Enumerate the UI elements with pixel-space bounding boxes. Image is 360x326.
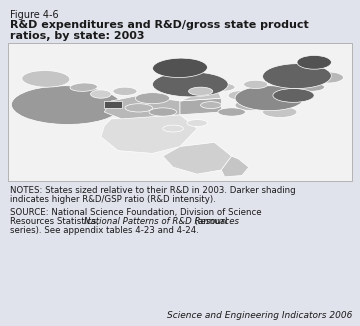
Text: SOURCE: National Science Foundation, Division of Science: SOURCE: National Science Foundation, Div…: [10, 208, 262, 217]
Ellipse shape: [244, 80, 268, 89]
Ellipse shape: [189, 87, 213, 96]
Ellipse shape: [235, 86, 304, 111]
Text: series). See appendix tables 4-23 and 4-24.: series). See appendix tables 4-23 and 4-…: [10, 226, 199, 235]
Text: NOTES: States sized relative to their R&D in 2003. Darker shading: NOTES: States sized relative to their R&…: [10, 186, 296, 195]
Ellipse shape: [218, 108, 246, 116]
Text: indicates higher R&D/GSP ratio (R&D intensity).: indicates higher R&D/GSP ratio (R&D inte…: [10, 195, 216, 204]
Text: National Patterns of R&D Resources: National Patterns of R&D Resources: [84, 217, 239, 226]
Text: (annual: (annual: [193, 217, 228, 226]
Ellipse shape: [273, 89, 314, 102]
Ellipse shape: [312, 72, 343, 83]
Ellipse shape: [125, 104, 153, 112]
Ellipse shape: [22, 70, 70, 87]
Text: Resources Statistics,: Resources Statistics,: [10, 217, 102, 226]
Ellipse shape: [207, 83, 235, 91]
Bar: [104, 101, 122, 108]
Ellipse shape: [12, 86, 121, 125]
Ellipse shape: [262, 64, 331, 89]
Ellipse shape: [228, 91, 256, 100]
Polygon shape: [180, 98, 221, 115]
Ellipse shape: [201, 102, 221, 109]
Ellipse shape: [91, 90, 111, 98]
Polygon shape: [180, 84, 221, 101]
Text: Figure 4-6: Figure 4-6: [10, 10, 59, 20]
Ellipse shape: [70, 83, 97, 91]
Polygon shape: [221, 156, 249, 177]
Polygon shape: [163, 142, 231, 174]
Polygon shape: [104, 96, 180, 119]
Ellipse shape: [113, 87, 137, 96]
Text: ratios, by state: 2003: ratios, by state: 2003: [10, 31, 144, 41]
Ellipse shape: [149, 108, 176, 116]
Ellipse shape: [187, 120, 207, 126]
Ellipse shape: [163, 125, 184, 132]
Ellipse shape: [235, 99, 269, 111]
Polygon shape: [101, 115, 197, 154]
FancyBboxPatch shape: [8, 43, 352, 181]
Text: R&D expenditures and R&D/gross state product: R&D expenditures and R&D/gross state pro…: [10, 20, 309, 30]
Ellipse shape: [297, 55, 331, 69]
Ellipse shape: [297, 83, 324, 91]
Ellipse shape: [153, 72, 228, 97]
Ellipse shape: [135, 93, 170, 104]
Text: Science and Engineering Indicators 2006: Science and Engineering Indicators 2006: [167, 311, 352, 320]
Ellipse shape: [153, 58, 207, 78]
Ellipse shape: [262, 107, 297, 117]
